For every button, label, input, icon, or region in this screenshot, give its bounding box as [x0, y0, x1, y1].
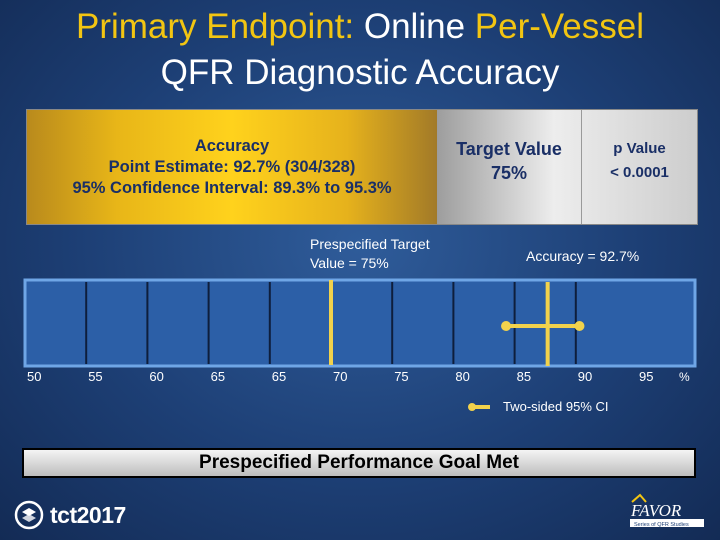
ci-lower-dot [501, 321, 512, 331]
tct-brand-text: tct2017 [50, 501, 126, 528]
summary-box: Accuracy Point Estimate: 92.7% (304/328)… [26, 109, 698, 225]
point-estimate-text: Point Estimate: 92.7% (304/328) [108, 157, 356, 176]
title-line-1: Primary Endpoint: Online Per-Vessel [0, 4, 720, 50]
tct-emblem-icon [14, 500, 44, 530]
p-value-cell: p Value < 0.0001 [582, 110, 697, 224]
target-annotation-line-1: Prespecified Target [310, 236, 430, 252]
target-p-panel: Target Value 75% p Value < 0.0001 [437, 110, 697, 224]
tick-label: 70 [333, 369, 347, 384]
accuracy-panel: Accuracy Point Estimate: 92.7% (304/328)… [27, 110, 437, 224]
unit-label: % [679, 370, 690, 384]
tick-label: 65 [211, 369, 225, 384]
title-part-primary-endpoint: Primary Endpoint: [75, 7, 355, 46]
tick-label: 85 [517, 369, 531, 384]
svg-text:Series of QFR Studies: Series of QFR Studies [634, 522, 689, 528]
target-value-cell: Target Value 75% [437, 110, 581, 224]
tick-labels: 50 55 60 65 65 70 75 80 85 90 95 [27, 369, 653, 384]
tick-label: 60 [149, 369, 163, 384]
tick-label: 55 [88, 369, 102, 384]
accuracy-title: Accuracy [194, 136, 270, 155]
title-line-2: QFR Diagnostic Accuracy [160, 53, 560, 92]
accuracy-annotation: Accuracy = 92.7% [526, 248, 640, 264]
ci-marker [501, 282, 585, 366]
target-value-number: 75% [490, 163, 528, 183]
legend-label: Two-sided 95% CI [503, 399, 609, 414]
tick-label: 50 [27, 369, 41, 384]
p-value-number: < 0.0001 [610, 164, 669, 181]
slide-title: Primary Endpoint: Online Per-Vessel QFR … [0, 4, 720, 96]
tick-label: 80 [455, 369, 469, 384]
target-annotation-line-2: Value = 75% [310, 255, 389, 271]
panel-divider [581, 110, 582, 224]
title-part-online: Online [354, 7, 475, 46]
tct-logo: tct2017 [14, 500, 126, 530]
title-part-per-vessel: Per-Vessel [474, 7, 645, 46]
target-annotation: Prespecified Target Value = 75% [310, 235, 430, 273]
performance-goal-banner: Prespecified Performance Goal Met [22, 448, 696, 478]
tick-label: 65 [272, 369, 286, 384]
confidence-interval-text: 95% Confidence Interval: 89.3% to 95.3% [72, 178, 392, 197]
tick-label: 90 [578, 369, 592, 384]
svg-text:FAVOR: FAVOR [630, 501, 682, 520]
target-value-label: Target Value [456, 139, 562, 159]
p-value-label: p Value [613, 140, 666, 157]
legend-ci-dot [468, 403, 476, 411]
favor-logo: FAVOR Series of QFR Studies [630, 493, 704, 528]
plot-area [23, 278, 697, 368]
tick-label: 95 [639, 369, 653, 384]
legend: Two-sided 95% CI [468, 399, 609, 414]
tick-label: 75 [394, 369, 408, 384]
ci-upper-dot [574, 321, 585, 331]
forest-plot: 50 55 60 65 65 70 75 80 85 90 95 % Two-sided 95% C… [23, 278, 697, 414]
